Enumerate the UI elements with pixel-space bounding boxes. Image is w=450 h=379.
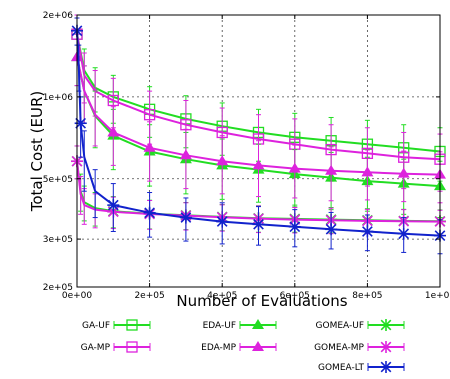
legend-label: GA-MP bbox=[81, 343, 111, 353]
y-tick-label: 3e+05 bbox=[43, 235, 73, 245]
x-tick-label: 0e+00 bbox=[62, 291, 93, 301]
x-axis-label: Number of Evaluations bbox=[176, 292, 347, 310]
legend-label: EDA-UF bbox=[203, 321, 236, 331]
marker-asterisk-stroke bbox=[253, 218, 264, 230]
marker-asterisk-stroke bbox=[325, 223, 337, 235]
data-point bbox=[107, 94, 119, 107]
legend-item-gomea-mp: GOMEA-MP bbox=[314, 341, 405, 353]
marker-triangle bbox=[252, 319, 264, 329]
data-point bbox=[107, 126, 120, 137]
x-tick-label: 4e+05 bbox=[207, 291, 237, 301]
marker-asterisk-stroke bbox=[380, 319, 392, 331]
legend-marker bbox=[252, 319, 264, 329]
legend-marker bbox=[252, 341, 264, 351]
data-point bbox=[252, 159, 265, 170]
data-point bbox=[143, 109, 156, 121]
legend-label: GA-UF bbox=[82, 321, 110, 331]
marker-triangle bbox=[288, 162, 301, 173]
data-point bbox=[361, 166, 374, 177]
marker-square bbox=[126, 319, 138, 331]
marker-asterisk-stroke bbox=[398, 228, 410, 240]
data-point bbox=[397, 227, 410, 240]
marker-asterisk-stroke bbox=[107, 199, 119, 211]
marker-asterisk-stroke bbox=[380, 361, 392, 373]
legend-label: EDA-MP bbox=[201, 343, 236, 353]
axis-ticks: 0e+002e+054e+056e+058e+051e+062e+053e+05… bbox=[43, 11, 450, 301]
marker-asterisk-stroke bbox=[289, 221, 301, 233]
marker-asterisk-stroke bbox=[144, 207, 155, 219]
marker-asterisk-stroke bbox=[180, 212, 192, 223]
marker-square bbox=[143, 109, 156, 121]
x-tick-label: 8e+05 bbox=[352, 291, 382, 301]
data-point bbox=[288, 220, 301, 233]
marker-triangle bbox=[252, 159, 265, 170]
legend-item-ga-uf: GA-UF bbox=[82, 319, 151, 331]
y-tick-label: 1e+06 bbox=[43, 93, 74, 103]
marker-asterisk-stroke bbox=[362, 226, 373, 237]
series-line bbox=[76, 161, 441, 223]
legend-marker bbox=[380, 319, 392, 331]
marker-triangle bbox=[325, 164, 338, 175]
data-point bbox=[216, 155, 229, 166]
marker-triangle bbox=[397, 167, 410, 178]
legend-label: GOMEA-UF bbox=[316, 321, 364, 331]
legend: GA-UF GA-MP EDA-UF EDA-MP GOMEA-UF GOMEA-MP GO… bbox=[81, 319, 405, 373]
data-point bbox=[325, 223, 338, 236]
marker-triangle bbox=[216, 155, 229, 166]
marker-asterisk-stroke bbox=[216, 216, 228, 227]
data-point bbox=[179, 149, 192, 160]
marker-square bbox=[126, 341, 138, 353]
data-point bbox=[397, 167, 410, 178]
y-tick-label: 5e+05 bbox=[43, 175, 73, 185]
marker-triangle bbox=[361, 166, 374, 177]
legend-item-eda-mp: EDA-MP bbox=[201, 341, 277, 353]
y-tick-label: 2e+06 bbox=[43, 11, 74, 21]
y-axis-label: Total Cost (EUR) bbox=[28, 91, 46, 213]
data-point bbox=[143, 141, 156, 152]
legend-item-gomea-lt: GOMEA-LT bbox=[318, 361, 405, 373]
marker-triangle bbox=[252, 341, 264, 351]
series-eda-mp bbox=[71, 33, 446, 204]
legend-marker bbox=[126, 319, 138, 331]
legend-label: GOMEA-LT bbox=[318, 363, 364, 373]
legend-marker bbox=[380, 341, 392, 353]
data-point bbox=[143, 206, 156, 219]
data-point bbox=[361, 225, 374, 238]
plot-series bbox=[71, 14, 446, 255]
legend-item-eda-uf: EDA-UF bbox=[203, 319, 277, 331]
legend-marker bbox=[126, 341, 138, 353]
x-tick-label: 2e+05 bbox=[134, 291, 164, 301]
marker-triangle bbox=[143, 141, 156, 152]
data-point bbox=[107, 199, 120, 212]
marker-asterisk-stroke bbox=[380, 341, 392, 353]
data-point bbox=[288, 162, 301, 173]
marker-triangle bbox=[107, 126, 120, 137]
legend-marker bbox=[380, 361, 392, 373]
data-point bbox=[252, 218, 265, 231]
legend-item-gomea-uf: GOMEA-UF bbox=[316, 319, 405, 331]
x-tick-label: 1e+06 bbox=[425, 291, 450, 301]
y-tick-label: 2e+05 bbox=[43, 283, 73, 293]
data-point bbox=[74, 117, 87, 130]
data-point bbox=[179, 211, 192, 224]
marker-triangle bbox=[179, 149, 192, 160]
data-point bbox=[325, 164, 338, 175]
marker-square bbox=[107, 94, 119, 107]
data-point bbox=[216, 215, 229, 228]
legend-label: GOMEA-MP bbox=[314, 343, 364, 353]
x-tick-label: 6e+05 bbox=[280, 291, 310, 301]
plot-frame bbox=[76, 14, 441, 288]
legend-item-ga-mp: GA-MP bbox=[81, 341, 151, 353]
markers bbox=[71, 51, 446, 179]
